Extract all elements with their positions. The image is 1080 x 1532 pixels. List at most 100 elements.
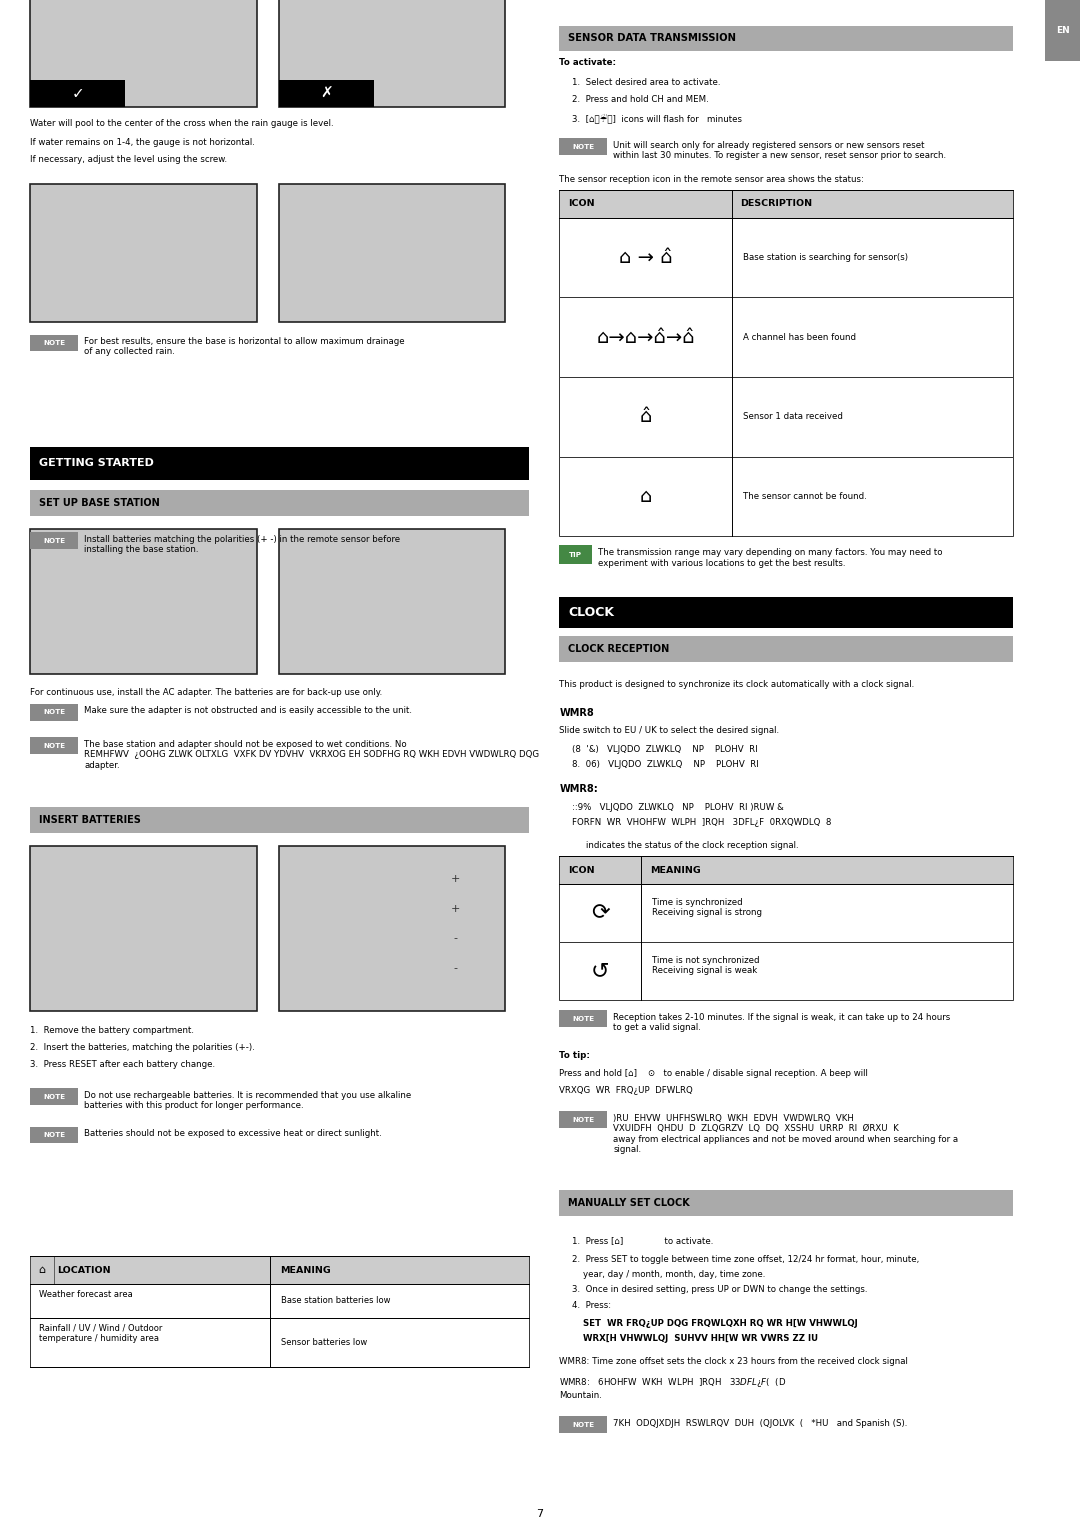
Text: ✓: ✓ xyxy=(71,86,84,101)
Bar xyxy=(1045,0,1080,61)
Text: Do not use rechargeable batteries. It is recommended that you use alkaline
batte: Do not use rechargeable batteries. It is… xyxy=(84,1091,411,1111)
Text: 3.  Press RESET after each battery change.: 3. Press RESET after each battery change… xyxy=(30,1060,215,1069)
Text: Water will pool to the center of the cross when the rain gauge is level.: Water will pool to the center of the cro… xyxy=(30,119,334,129)
Bar xyxy=(559,1010,607,1026)
Text: ⌂: ⌂ xyxy=(639,487,652,506)
Text: NOTE: NOTE xyxy=(43,340,65,346)
Text: The sensor reception icon in the remote sensor area shows the status:: The sensor reception icon in the remote … xyxy=(559,175,864,184)
Text: LOCATION: LOCATION xyxy=(57,1265,111,1275)
Text: The transmission range may vary depending on many factors. You may need to
exper: The transmission range may vary dependin… xyxy=(598,548,943,568)
Bar xyxy=(30,1284,529,1318)
Bar xyxy=(559,856,1013,884)
Text: To activate:: To activate: xyxy=(559,58,617,67)
Text: ⌂: ⌂ xyxy=(39,1265,45,1275)
Text: 3.  Once in desired setting, press UP or DWN to change the settings.: 3. Once in desired setting, press UP or … xyxy=(572,1285,868,1295)
Text: Sensor batteries low: Sensor batteries low xyxy=(281,1337,367,1347)
Text: year, day / month, month, day, time zone.: year, day / month, month, day, time zone… xyxy=(583,1270,766,1279)
Text: WMR8: Time zone offset sets the clock x 23 hours from the received clock signal: WMR8: Time zone offset sets the clock x … xyxy=(559,1357,908,1367)
Text: 8.  06)   VLJQDO  ZLWKLQ    NP    PLOHV  RI: 8. 06) VLJQDO ZLWKLQ NP PLOHV RI xyxy=(572,760,759,769)
Bar xyxy=(30,1256,529,1284)
Bar xyxy=(30,334,78,351)
Text: MEANING: MEANING xyxy=(650,866,701,875)
Text: 7KH  ODQJXDJH  RSWLRQV  DUH  (QJOLVK  (   *HU   and Spanish (S).: 7KH ODQJXDJH RSWLRQV DUH (QJOLVK ( *HU a… xyxy=(613,1419,908,1428)
Text: A channel has been found: A channel has been found xyxy=(743,332,855,342)
Text: 4.  Press:: 4. Press: xyxy=(572,1301,611,1310)
Text: Unit will search only for already registered sensors or new sensors reset
within: Unit will search only for already regist… xyxy=(613,141,946,161)
Bar xyxy=(559,297,1013,377)
Text: MANUALLY SET CLOCK: MANUALLY SET CLOCK xyxy=(568,1198,690,1209)
Text: -: - xyxy=(454,933,458,944)
Text: 2.  Press SET to toggle between time zone offset, 12/24 hr format, hour, minute,: 2. Press SET to toggle between time zone… xyxy=(572,1255,920,1264)
Text: 3.  [⌂⛅☔⛅]  icons will flash for   minutes: 3. [⌂⛅☔⛅] icons will flash for minutes xyxy=(572,113,742,123)
Bar xyxy=(559,26,1013,51)
Text: Base station batteries low: Base station batteries low xyxy=(281,1296,390,1305)
Bar xyxy=(30,1088,78,1105)
Bar xyxy=(559,636,1013,662)
Text: NOTE: NOTE xyxy=(43,1132,65,1138)
Text: ⟳: ⟳ xyxy=(591,902,609,924)
Bar xyxy=(30,1256,54,1284)
Text: EN: EN xyxy=(1056,26,1069,35)
Text: ⌂ → ⌂̂: ⌂ → ⌂̂ xyxy=(619,248,673,267)
Text: INSERT BATTERIES: INSERT BATTERIES xyxy=(39,815,140,826)
Text: )RU  EHVW  UHFHSWLRQ  WKH  EDVH  VWDWLRQ  VKH
VXUIDFH  QHDU  D  ZLQGRZV  LQ  DQ : )RU EHVW UHFHSWLRQ WKH EDVH VWDWLRQ VKH … xyxy=(613,1114,959,1154)
Bar xyxy=(559,1190,1013,1216)
Text: To tip:: To tip: xyxy=(559,1051,591,1060)
Bar xyxy=(30,80,125,107)
Bar xyxy=(559,138,607,155)
Text: The base station and adapter should not be exposed to wet conditions. No
REMHFWV: The base station and adapter should not … xyxy=(84,740,539,769)
Bar xyxy=(559,597,1013,628)
Text: DESCRIPTION: DESCRIPTION xyxy=(741,199,812,208)
Text: FORFN  WR  VHOHFW  WLPH  ]RQH   3DFL¿F  0RXQWDLQ  8: FORFN WR VHOHFW WLPH ]RQH 3DFL¿F 0RXQWDL… xyxy=(572,818,832,827)
Bar xyxy=(30,184,257,322)
Text: CLOCK RECEPTION: CLOCK RECEPTION xyxy=(568,643,670,654)
Text: Batteries should not be exposed to excessive heat or direct sunlight.: Batteries should not be exposed to exces… xyxy=(84,1129,382,1138)
Bar xyxy=(279,529,505,674)
Bar xyxy=(559,884,1013,942)
Text: NOTE: NOTE xyxy=(43,743,65,749)
Text: ICON: ICON xyxy=(568,199,595,208)
Bar xyxy=(279,80,374,107)
Text: If necessary, adjust the level using the screw.: If necessary, adjust the level using the… xyxy=(30,155,228,164)
Bar xyxy=(30,1318,529,1367)
Text: This product is designed to synchronize its clock automatically with a clock sig: This product is designed to synchronize … xyxy=(559,680,915,689)
Text: Press and hold [⌂]    ⊙   to enable / disable signal reception. A beep will: Press and hold [⌂] ⊙ to enable / disable… xyxy=(559,1069,868,1079)
Text: TIP: TIP xyxy=(569,552,582,558)
Text: +: + xyxy=(450,873,460,884)
Text: (8  '&)   VLJQDO  ZLWKLQ    NP    PLOHV  RI: (8 '&) VLJQDO ZLWKLQ NP PLOHV RI xyxy=(572,745,758,754)
Text: SET UP BASE STATION: SET UP BASE STATION xyxy=(39,498,160,509)
Text: WRX[H VHWWLQJ  SUHVV HH[W WR VWRS ZZ IU: WRX[H VHWWLQJ SUHVV HH[W WR VWRS ZZ IU xyxy=(583,1334,819,1344)
Text: CLOCK: CLOCK xyxy=(568,607,615,619)
Text: VRXQG  WR  FRQ¿UP  DFWLRQ: VRXQG WR FRQ¿UP DFWLRQ xyxy=(559,1086,693,1095)
Text: ⌂̂: ⌂̂ xyxy=(639,408,652,426)
Bar xyxy=(30,846,257,1011)
Bar xyxy=(559,377,1013,457)
Bar xyxy=(559,1416,607,1432)
Text: Time is synchronized
Receiving signal is strong: Time is synchronized Receiving signal is… xyxy=(652,898,761,918)
Text: ::9%   VLJQDO  ZLWKLQ   NP    PLOHV  RI )RUW &: ::9% VLJQDO ZLWKLQ NP PLOHV RI )RUW & xyxy=(572,803,784,812)
Bar xyxy=(559,218,1013,297)
Text: WMR8:: WMR8: xyxy=(559,784,598,795)
Bar xyxy=(30,1126,78,1143)
Text: Reception takes 2-10 minutes. If the signal is weak, it can take up to 24 hours
: Reception takes 2-10 minutes. If the sig… xyxy=(613,1013,950,1033)
Bar xyxy=(30,490,529,516)
Text: ICON: ICON xyxy=(568,866,595,875)
Text: WMR8: WMR8 xyxy=(559,708,594,719)
Bar xyxy=(559,545,592,564)
Text: Base station is searching for sensor(s): Base station is searching for sensor(s) xyxy=(743,253,907,262)
Bar xyxy=(559,190,1013,218)
Text: NOTE: NOTE xyxy=(572,1016,594,1022)
Bar xyxy=(279,184,505,322)
Text: GETTING STARTED: GETTING STARTED xyxy=(39,458,153,469)
Bar xyxy=(30,532,78,548)
Text: 1.  Press [⌂]               to activate.: 1. Press [⌂] to activate. xyxy=(572,1236,714,1246)
Text: NOTE: NOTE xyxy=(43,709,65,715)
Text: NOTE: NOTE xyxy=(43,1094,65,1100)
Text: The sensor cannot be found.: The sensor cannot be found. xyxy=(743,492,866,501)
Bar xyxy=(279,846,505,1011)
Bar xyxy=(279,0,505,107)
Text: WMR8:   6HOHFW  WKH  WLPH  ]RQH   3$  3DFL¿F  ($  (D: WMR8: 6HOHFW WKH WLPH ]RQH 3$ 3DFL¿F ($ … xyxy=(559,1376,786,1388)
Text: 2.  Press and hold CH and MEM.: 2. Press and hold CH and MEM. xyxy=(572,95,710,104)
Text: Rainfall / UV / Wind / Outdoor
temperature / humidity area: Rainfall / UV / Wind / Outdoor temperatu… xyxy=(39,1324,162,1344)
Text: +: + xyxy=(450,904,460,913)
